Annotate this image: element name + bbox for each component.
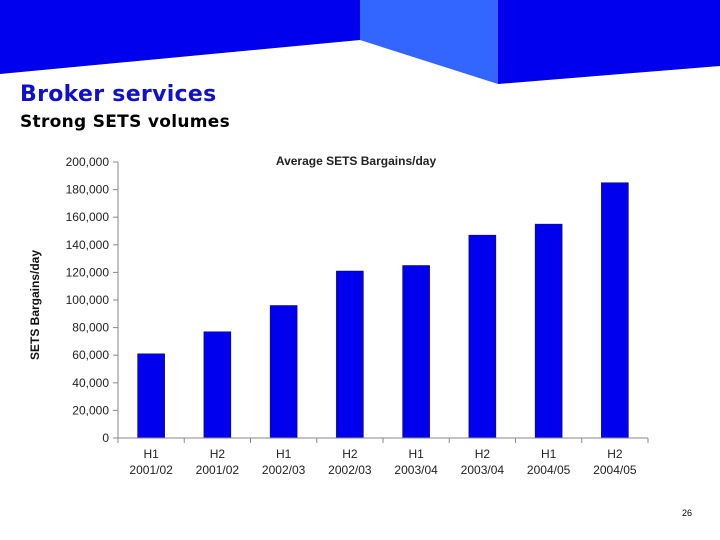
x-axis-ticks: H1 2001/02 H2 2001/02 H1 2002/03 H2 2002/03 H1 20… [117, 438, 649, 477]
bar [137, 353, 165, 439]
bar [402, 265, 430, 439]
y-tick-label: 120,000 [66, 265, 110, 279]
y-tick-label: 180,000 [66, 183, 110, 197]
bar [468, 234, 497, 439]
x-tick-label: H1 2004/05 [527, 447, 571, 477]
bar [336, 270, 364, 439]
x-tick-label: H2 2001/02 [196, 447, 240, 477]
y-tick-label: 100,000 [66, 293, 110, 307]
bar [203, 331, 232, 439]
x-tick-label: H2 2004/05 [593, 447, 637, 477]
y-axis-label: SETS Bargains/day [28, 250, 42, 360]
chart-title: Average SETS Bargains/day [276, 154, 437, 168]
bar [534, 223, 563, 439]
y-tick-label: 40,000 [72, 376, 109, 390]
x-tick-label: H1 2002/03 [262, 447, 306, 477]
bar [269, 305, 298, 439]
y-tick-label: 0 [102, 431, 109, 445]
y-tick-label: 140,000 [66, 238, 110, 252]
bar [601, 182, 629, 439]
y-tick-label: 200,000 [66, 155, 110, 169]
banner-right-band [498, 0, 720, 84]
x-tick-label: H1 2003/04 [394, 447, 438, 477]
slide-heading: Broker services [20, 82, 217, 107]
y-tick-label: 60,000 [72, 348, 109, 362]
y-tick-label: 80,000 [72, 321, 109, 335]
page-number: 26 [682, 508, 693, 518]
x-tick-label: H2 2002/03 [328, 447, 372, 477]
x-tick-label: H2 2003/04 [461, 447, 505, 477]
x-tick-label: H1 2001/02 [129, 447, 173, 477]
bar-series [137, 182, 629, 439]
y-tick-label: 20,000 [72, 403, 109, 417]
header-banner [0, 0, 720, 84]
slide-subheading: Strong SETS volumes [20, 112, 230, 132]
y-axis-ticks: 0 20,000 40,000 60,000 80,000 100,000 120,000 1… [66, 155, 118, 445]
banner-left-band [0, 0, 360, 74]
y-tick-label: 160,000 [66, 210, 110, 224]
banner-middle-band [360, 0, 498, 84]
